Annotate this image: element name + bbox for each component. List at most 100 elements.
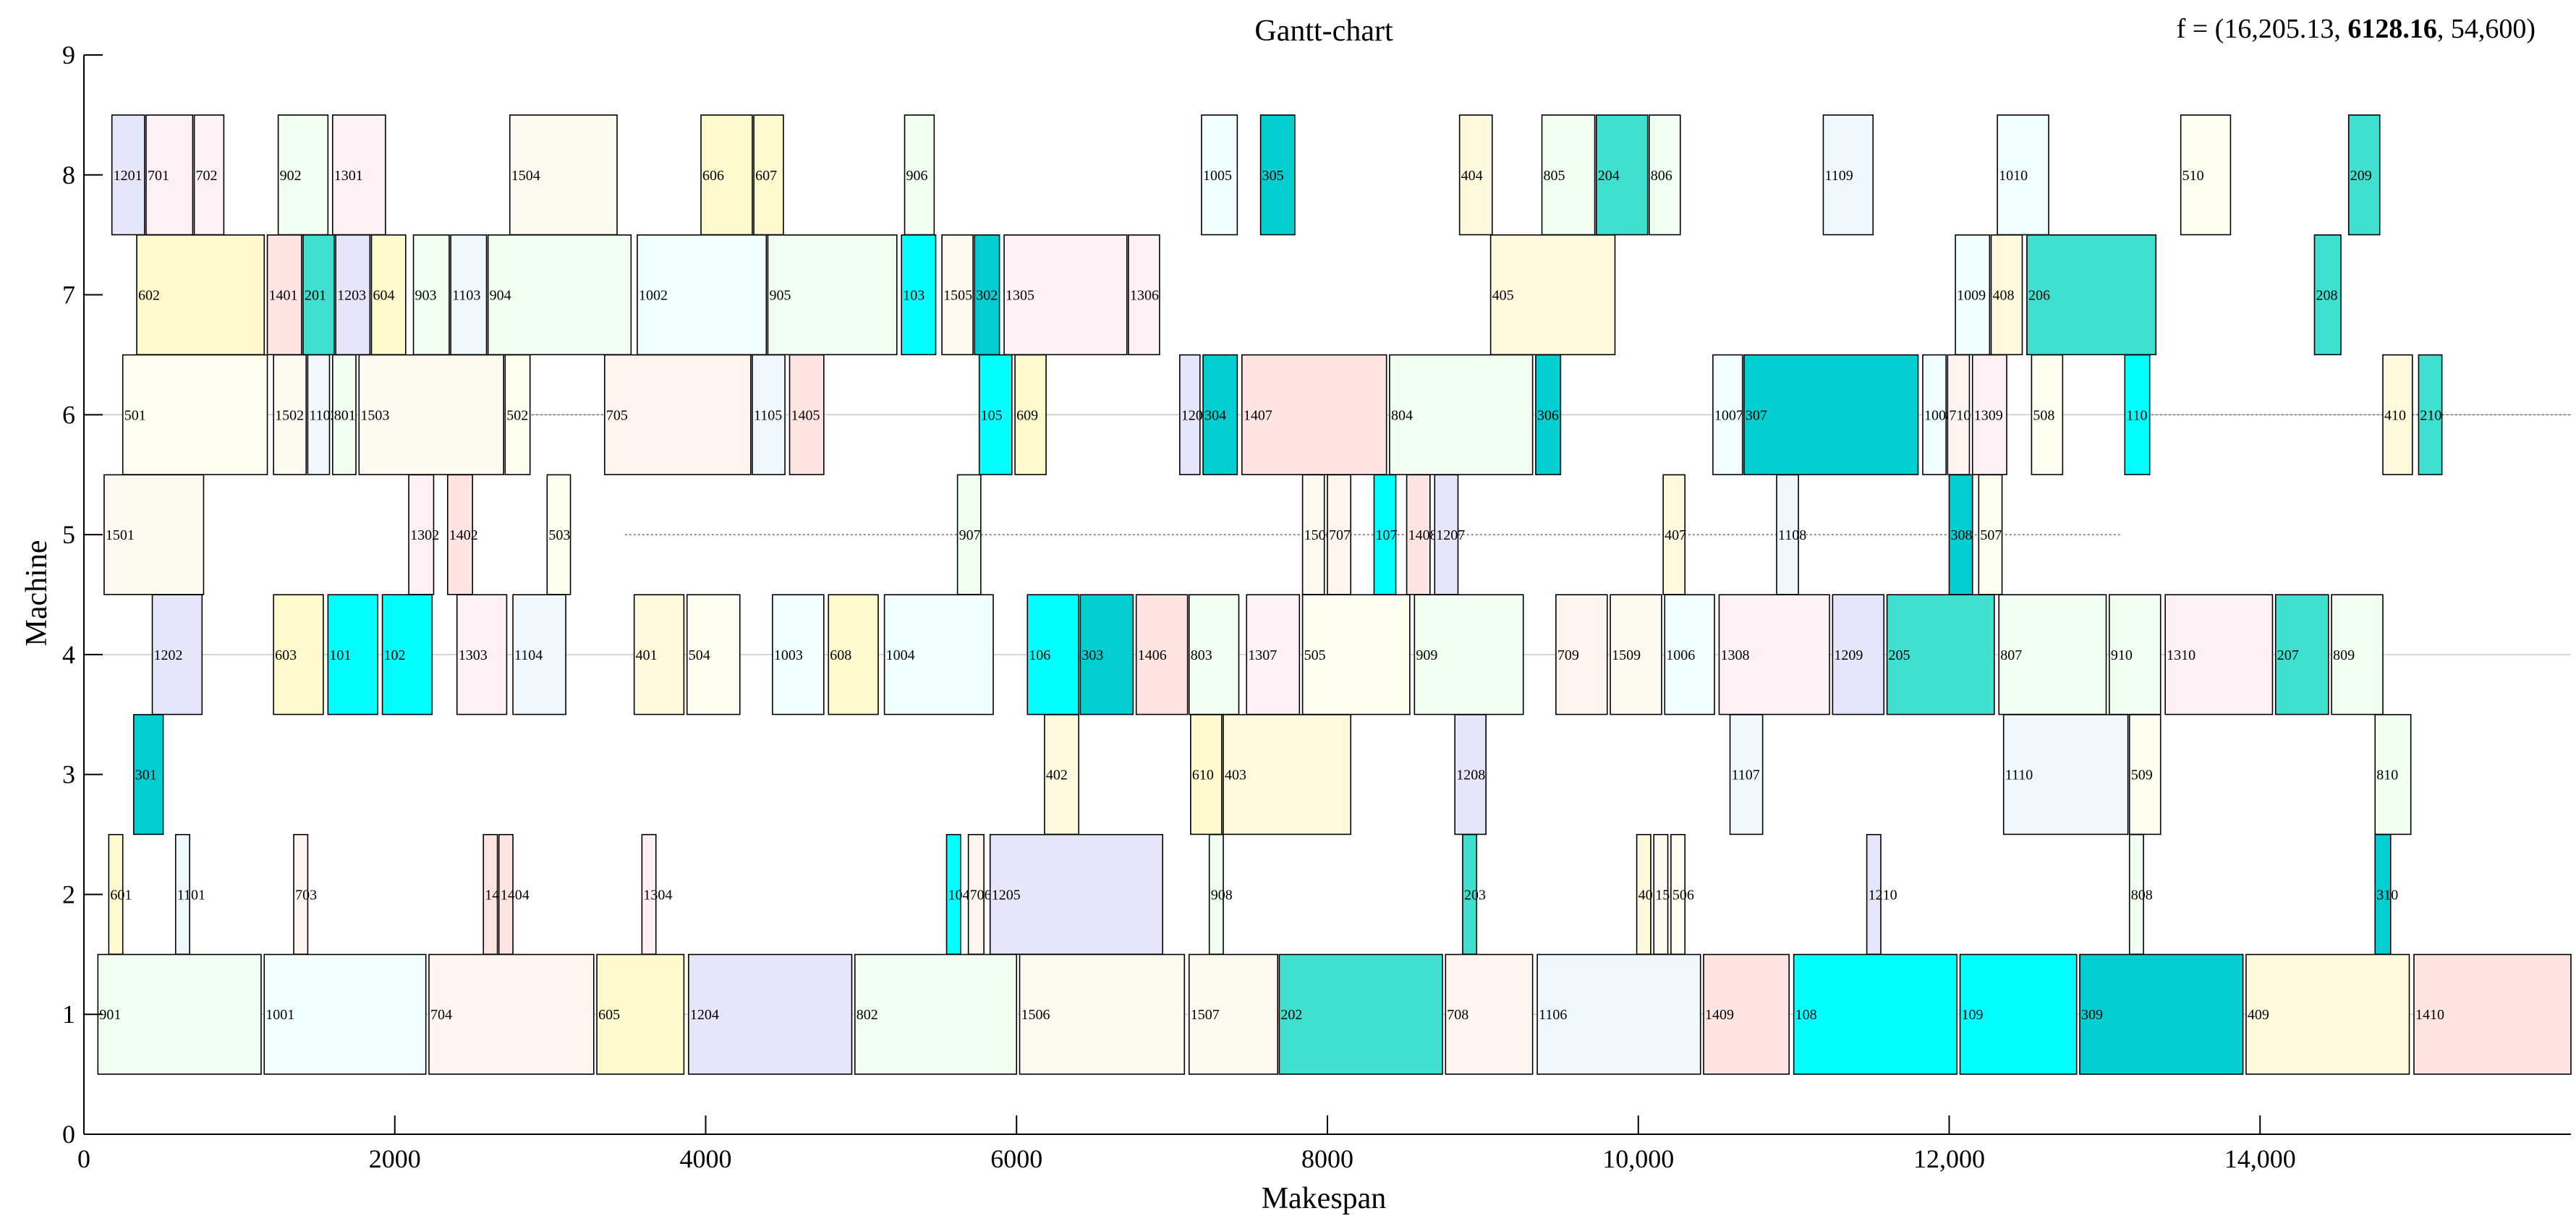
operation-label: 107 [1375, 527, 1397, 543]
operation-label: 404 [1461, 168, 1483, 184]
operation-label: 309 [2081, 1007, 2103, 1023]
operation-bar-501 [122, 354, 268, 475]
operation-bar-1309 [1971, 354, 2007, 475]
operation-label: 707 [1329, 527, 1351, 543]
operation-bar-1005 [1201, 114, 1238, 236]
operation-bar-405 [1489, 234, 1616, 356]
operation-label: 810 [2376, 767, 2398, 783]
operation-bar-903 [412, 234, 450, 356]
operation-label: 1209 [1834, 647, 1863, 663]
chart-title: Gantt-chart [1254, 14, 1393, 48]
operation-label: 1208 [1456, 767, 1485, 783]
operation-label: 905 [769, 288, 791, 304]
operation-bar-410 [2382, 354, 2413, 475]
operation-label: 701 [148, 168, 169, 184]
operation-bar-1102 [307, 354, 331, 475]
operation-label: 1001 [265, 1007, 294, 1023]
operation-label: 906 [906, 168, 928, 184]
operation-bar-408 [1990, 234, 2023, 356]
operation-bar-205 [1886, 594, 1995, 715]
operation-bar-1204 [688, 953, 853, 1075]
operation-label: 310 [2376, 887, 2398, 903]
operation-label: 1401 [269, 288, 298, 304]
operation-bar-1406 [1135, 594, 1189, 715]
operation-bar-901 [97, 953, 262, 1075]
operation-label: 1003 [774, 647, 803, 663]
operation-bar-101 [327, 594, 378, 715]
operation-bar-1506 [1019, 953, 1186, 1075]
operation-label: 1105 [754, 407, 782, 423]
operation-label: 504 [689, 647, 710, 663]
operation-bar-1110 [2002, 714, 2129, 835]
operation-label: 1502 [275, 407, 304, 423]
operation-label: 503 [548, 527, 570, 543]
operation-bar-403 [1223, 714, 1352, 835]
operation-label: 601 [110, 887, 132, 903]
operation-bar-206 [2026, 234, 2157, 356]
x-tick-label: 0 [77, 1144, 90, 1173]
operation-bar-1006 [1664, 594, 1715, 715]
operation-label: 305 [1262, 168, 1284, 184]
operation-label: 403 [1225, 767, 1246, 783]
operation-bar-904 [487, 234, 632, 356]
x-tick-label: 8000 [1301, 1144, 1353, 1173]
operation-bar-1507 [1188, 953, 1279, 1075]
operation-label: 1304 [643, 887, 672, 903]
operation-label: 108 [1795, 1007, 1817, 1023]
operation-bar-301 [132, 714, 164, 835]
operation-label: 1102 [309, 407, 337, 423]
x-tick-label: 2000 [369, 1144, 421, 1173]
operation-label: 301 [135, 767, 157, 783]
operation-label: 1210 [1869, 887, 1897, 903]
operation-bar-505 [1301, 594, 1411, 715]
operation-label: 1202 [154, 647, 183, 663]
operation-label: 1505 [943, 288, 972, 304]
operation-bar-209 [2347, 114, 2381, 236]
x-tick-label: 14,000 [2224, 1144, 2296, 1173]
axes: 0 2000 4000 6000 8000 10,000 12,000 14,000 0 1 2 3 4… [62, 41, 2571, 1173]
operation-label: 303 [1081, 647, 1103, 663]
operation-bar-707 [1327, 474, 1352, 595]
operation-label: 1006 [1666, 647, 1695, 663]
x-axis-label: Makespan [1262, 1182, 1387, 1215]
operation-bar-1208 [1454, 714, 1487, 835]
operation-bar-1108 [1776, 474, 1799, 595]
operation-bar-709 [1555, 594, 1608, 715]
operation-bar-1009 [1955, 234, 1991, 356]
operation-bar-802 [854, 953, 1018, 1075]
operation-bar-1206 [1179, 354, 1201, 475]
y-tick-label: 1 [62, 1000, 75, 1029]
y-tick-label: 3 [62, 760, 75, 789]
operation-bar-1405 [788, 354, 825, 475]
operation-label: 207 [2277, 647, 2299, 663]
operation-bar-608 [828, 594, 879, 715]
operation-bar-1008 [1922, 354, 1947, 475]
operation-bar-306 [1535, 354, 1562, 475]
operation-label: 1106 [1539, 1007, 1567, 1023]
operation-label: 705 [606, 407, 628, 423]
operation-label: 201 [305, 288, 326, 304]
operation-label: 1402 [449, 527, 478, 543]
operation-bar-1504 [509, 114, 618, 236]
operation-label: 402 [1046, 767, 1068, 783]
y-axis-label: Machine [20, 540, 54, 647]
operation-label: 1108 [1778, 527, 1806, 543]
operation-bar-1001 [263, 953, 427, 1075]
operation-label: 1405 [791, 407, 820, 423]
operation-label: 106 [1029, 647, 1050, 663]
y-tick-label: 7 [62, 281, 75, 310]
operation-bar-303 [1079, 594, 1134, 715]
operation-label: 1507 [1191, 1007, 1220, 1023]
operation-label: 1407 [1244, 407, 1272, 423]
operation-bar-1201 [111, 114, 145, 236]
operation-bar-705 [604, 354, 752, 475]
operation-bar-1505 [941, 234, 974, 356]
operation-bar-507 [1978, 474, 2003, 595]
operation-bar-1004 [883, 594, 994, 715]
objective-highlight: 6128.16 [2347, 14, 2437, 44]
operation-bar-103 [901, 234, 937, 356]
operation-bar-604 [370, 234, 407, 356]
operation-bar-1302 [408, 474, 435, 595]
operation-bar-404 [1458, 114, 1493, 236]
